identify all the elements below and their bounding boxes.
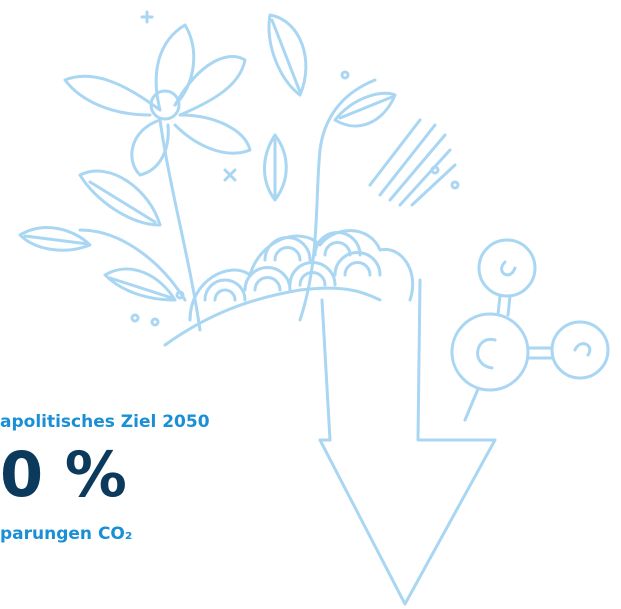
savings-label: parungen CO₂ bbox=[0, 524, 132, 544]
page: apolitisches Ziel 2050 0 % parungen CO₂ … bbox=[0, 0, 621, 609]
illustration bbox=[0, 0, 621, 609]
goal-label: apolitisches Ziel 2050 bbox=[0, 412, 210, 432]
percentage: 0 % bbox=[0, 442, 127, 508]
